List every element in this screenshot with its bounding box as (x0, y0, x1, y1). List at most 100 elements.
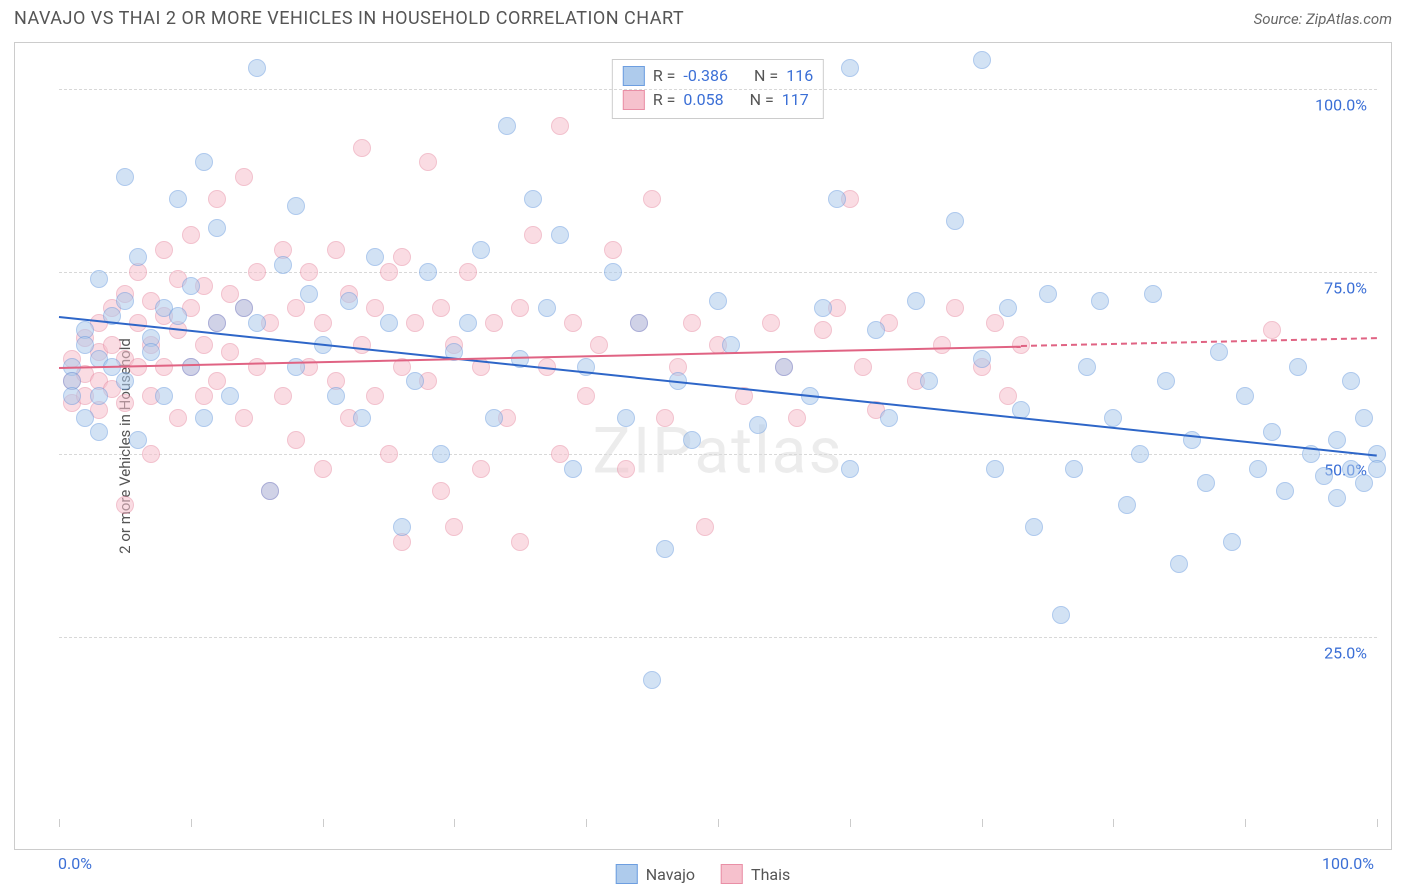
x-tick (1245, 819, 1246, 827)
data-point (1355, 474, 1373, 492)
data-point (432, 482, 450, 500)
data-point (155, 387, 173, 405)
data-point (419, 263, 437, 281)
data-point (551, 226, 569, 244)
data-point (1315, 467, 1333, 485)
data-point (221, 387, 239, 405)
legend-swatch (623, 66, 645, 86)
legend-n-label: N = (754, 64, 778, 88)
data-point (419, 153, 437, 171)
data-point (762, 314, 780, 332)
data-point (353, 336, 371, 354)
data-point (1104, 409, 1122, 427)
data-point (221, 285, 239, 303)
data-point (195, 153, 213, 171)
gridline (59, 637, 1377, 638)
data-point (274, 387, 292, 405)
data-point (709, 292, 727, 310)
data-point (1210, 343, 1228, 361)
gridline (59, 89, 1377, 90)
data-point (1118, 496, 1136, 514)
data-point (366, 248, 384, 266)
legend-label: Thais (751, 865, 790, 884)
legend-r-label: R = (653, 64, 676, 88)
data-point (683, 314, 701, 332)
data-point (142, 343, 160, 361)
data-point (973, 350, 991, 368)
data-point (287, 299, 305, 317)
data-point (287, 197, 305, 215)
data-point (907, 292, 925, 310)
data-point (511, 533, 529, 551)
data-point (393, 248, 411, 266)
data-point (116, 496, 134, 514)
data-point (973, 51, 991, 69)
data-point (116, 168, 134, 186)
data-point (327, 241, 345, 259)
data-point (696, 518, 714, 536)
data-point (1223, 533, 1241, 551)
data-point (182, 358, 200, 376)
data-point (76, 409, 94, 427)
data-point (1368, 460, 1386, 478)
data-point (564, 314, 582, 332)
data-point (1263, 423, 1281, 441)
data-point (208, 372, 226, 390)
legend-r-label: R = (653, 88, 676, 112)
x-axis-min-label: 0.0% (58, 854, 92, 873)
data-point (182, 277, 200, 295)
legend-r-value: 0.058 (683, 88, 723, 112)
data-point (749, 416, 767, 434)
data-point (1355, 409, 1373, 427)
data-point (90, 270, 108, 288)
data-point (129, 431, 147, 449)
legend-label: Navajo (646, 865, 695, 884)
data-point (788, 409, 806, 427)
data-point (498, 117, 516, 135)
data-point (1197, 474, 1215, 492)
data-point (195, 387, 213, 405)
data-point (683, 431, 701, 449)
data-point (551, 445, 569, 463)
chart-title: NAVAJO VS THAI 2 OR MORE VEHICLES IN HOU… (14, 8, 684, 29)
data-point (76, 336, 94, 354)
data-point (248, 314, 266, 332)
x-tick (454, 819, 455, 827)
data-point (524, 190, 542, 208)
legend-n-value: 117 (782, 88, 809, 112)
data-point (933, 336, 951, 354)
data-point (103, 336, 121, 354)
data-point (986, 460, 1004, 478)
data-point (604, 241, 622, 259)
data-point (986, 314, 1004, 332)
data-point (814, 299, 832, 317)
data-point (1078, 358, 1096, 376)
data-point (999, 387, 1017, 405)
x-tick (59, 819, 60, 827)
data-point (946, 212, 964, 230)
data-point (1328, 489, 1346, 507)
data-point (1170, 555, 1188, 573)
x-tick (850, 819, 851, 827)
data-point (511, 299, 529, 317)
data-point (129, 248, 147, 266)
data-point (182, 226, 200, 244)
data-point (1342, 460, 1360, 478)
x-tick (323, 819, 324, 827)
data-point (261, 482, 279, 500)
x-axis-max-label: 100.0% (1322, 854, 1374, 873)
data-point (1289, 358, 1307, 376)
data-point (617, 460, 635, 478)
series-legend: Navajo Thais (616, 864, 791, 884)
data-point (393, 518, 411, 536)
source-label: Source: ZipAtlas.com (1254, 10, 1392, 28)
data-point (1091, 292, 1109, 310)
data-point (604, 263, 622, 281)
data-point (854, 358, 872, 376)
data-point (841, 460, 859, 478)
data-point (208, 314, 226, 332)
data-point (116, 372, 134, 390)
x-tick (586, 819, 587, 827)
data-point (314, 314, 332, 332)
data-point (656, 409, 674, 427)
